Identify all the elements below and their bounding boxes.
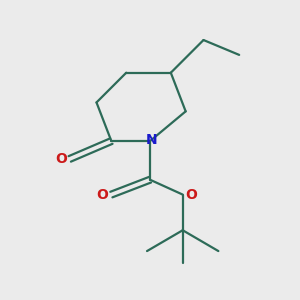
Text: O: O	[97, 188, 108, 202]
Text: O: O	[56, 152, 68, 166]
Text: N: N	[146, 133, 157, 147]
Text: O: O	[186, 188, 197, 202]
